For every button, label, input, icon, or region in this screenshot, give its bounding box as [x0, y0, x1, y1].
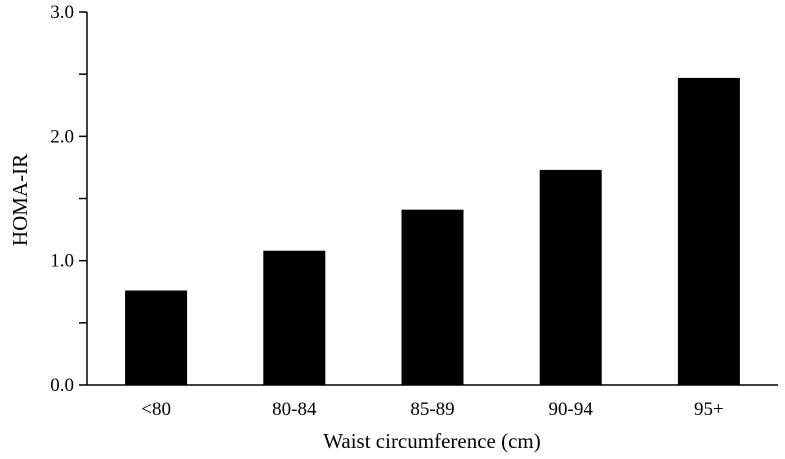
y-tick-label: 1.0 [50, 251, 74, 272]
bars-group [125, 77, 740, 385]
x-category-label: 90-94 [549, 399, 594, 420]
y-tick-label: 0.0 [50, 375, 74, 396]
x-category-label: 95+ [694, 399, 724, 420]
bar-3 [539, 169, 602, 385]
bar-2 [401, 209, 464, 385]
x-category-label: <80 [141, 399, 171, 420]
x-category-label: 80-84 [272, 399, 317, 420]
x-axis-title: Waist circumference (cm) [323, 429, 541, 453]
y-tick-label: 3.0 [50, 2, 74, 23]
bar-4 [677, 77, 740, 385]
y-tick-label: 2.0 [50, 126, 74, 147]
y-axis-title: HOMA-IR [8, 154, 32, 246]
x-ticks-group: <80 80-84 85-89 90-94 95+ [141, 399, 724, 420]
bar-0 [125, 290, 188, 385]
y-ticks-group: 0.0 1.0 2.0 3.0 [50, 2, 87, 396]
x-category-label: 85-89 [410, 399, 454, 420]
bar-1 [263, 250, 326, 385]
